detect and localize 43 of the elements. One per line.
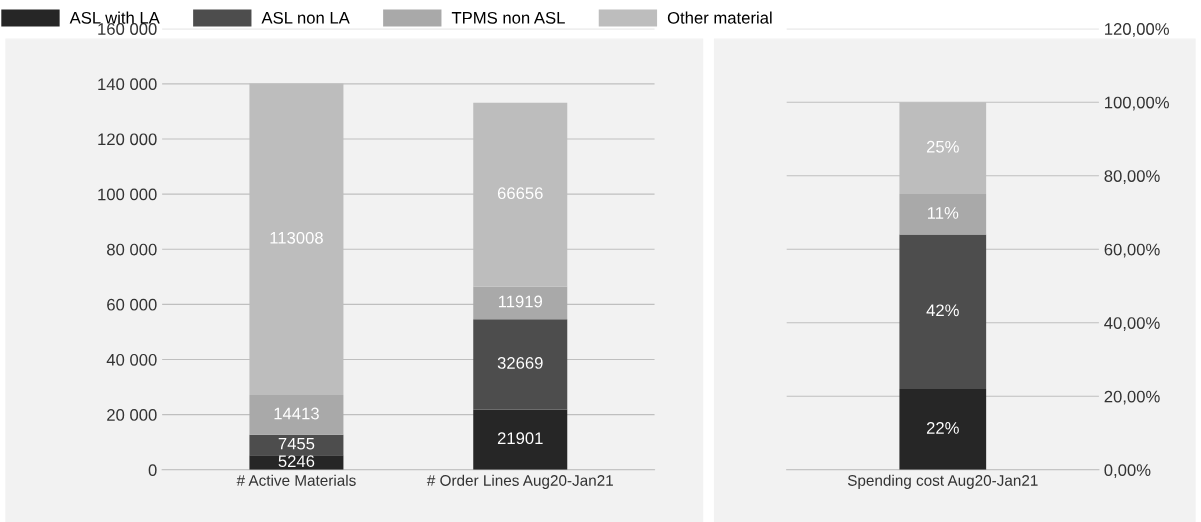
bar [473,409,568,470]
data-label: 11919 [498,295,543,308]
y-tick-label: 0 [148,464,157,476]
data-label: 11% [927,207,959,219]
bar [899,388,987,470]
data-label: 32669 [497,357,543,369]
x-tick-label: # Active Materials [236,474,356,486]
x-tick-label: # Order Lines Aug20-Jan21 [426,474,613,489]
data-label: 22% [926,422,959,434]
bar [473,319,568,410]
legend-label: ASL with LA [69,11,160,24]
y-tick-label: 60 000 [107,298,157,311]
y-tick-label: 120 000 [98,133,157,146]
y-tick-label: 100,00% [1105,96,1169,111]
data-label: 25% [926,140,959,153]
y-tick-label: 80,00% [1104,170,1160,184]
data-label: 14413 [274,407,319,420]
legend-label: TPMS non ASL [451,11,565,24]
data-label: 66656 [497,187,543,200]
y-tick-label: 20,00% [1104,390,1160,405]
y-tick-label: 160 000 [98,23,157,35]
y-tick-label: 20 000 [107,409,157,421]
data-label: 113008 [270,231,323,244]
data-label: 21901 [497,432,543,445]
bar [249,434,344,456]
y-tick-label: 0,00% [1104,464,1151,478]
y-tick-label: 100 000 [98,188,157,201]
data-label: 5246 [278,455,315,468]
y-tick-label: 40 000 [106,353,157,366]
legend-label: Other material [667,11,772,24]
y-tick-label: 120,00% [1105,23,1169,37]
data-label: 7455 [278,437,315,450]
bar [249,395,344,435]
bar [899,234,987,389]
bar [473,286,568,320]
y-tick-label: 80 000 [107,243,157,256]
y-tick-label: 140 000 [98,78,157,91]
bar [899,194,987,235]
y-tick-label: 60,00% [1104,243,1160,258]
y-tick-label: 40,00% [1104,317,1160,331]
legend-label: ASL non LA [261,11,350,24]
data-label: 42% [926,304,959,317]
x-tick-label: Spending cost Aug20-Jan21 [847,474,1038,489]
